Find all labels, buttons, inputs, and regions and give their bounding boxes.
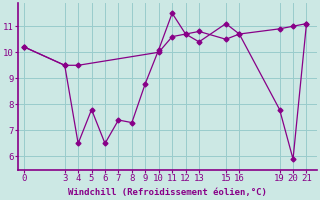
X-axis label: Windchill (Refroidissement éolien,°C): Windchill (Refroidissement éolien,°C) xyxy=(68,188,267,197)
